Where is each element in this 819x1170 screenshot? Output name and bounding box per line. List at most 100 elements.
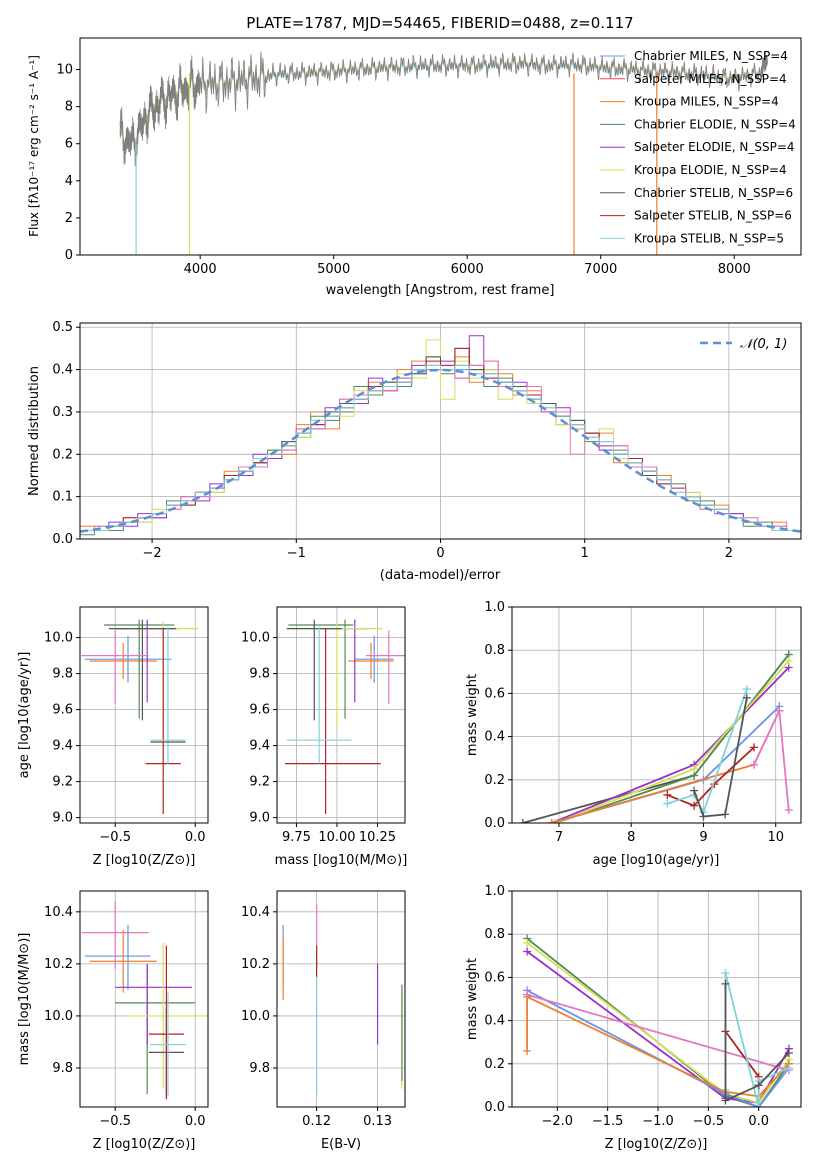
- spectrum-x-label: wavelength [Angstrom, rest frame]: [326, 283, 555, 298]
- x-tick-label: 6000: [451, 262, 484, 277]
- age-z-x-label: Z [log10(Z/Z⊙)]: [93, 853, 196, 868]
- mass-z-x-label: Z [log10(Z/Z⊙)]: [93, 1137, 196, 1152]
- y-tick-label: 0.8: [484, 643, 505, 658]
- grid-lines: [277, 891, 405, 1107]
- weight-point-marker: [663, 790, 672, 799]
- weight-point-marker: [690, 801, 699, 810]
- histogram-y-label: Normed distribution: [27, 366, 42, 496]
- x-tick-label: 9.75: [282, 830, 311, 845]
- plot-layer: [80, 323, 801, 539]
- legend-label: 𝒩(0, 1): [740, 337, 787, 352]
- weight-point-marker: [754, 1103, 763, 1107]
- weight-point-marker: [750, 743, 759, 752]
- y-tick-label: 0.6: [484, 970, 505, 985]
- y-tick-label: 10.0: [44, 1009, 73, 1024]
- weight-vs-age-panel: age [log10(age/yr)] mass weight 7 8 9 10 0.0…: [465, 600, 802, 868]
- tick-group: 0.12 0.13 9.8 10.0 10.2 10.4: [241, 905, 392, 1129]
- x-tick-label: 0.0: [185, 830, 206, 845]
- weight-point-marker: [690, 765, 699, 773]
- age-vs-metallicity-panel: Z [log10(Z/Z⊙)] age [log10(age/yr)] −0.5…: [17, 606, 209, 868]
- grid-lines: [512, 891, 801, 1107]
- plot-layer: [80, 607, 208, 823]
- y-tick-label: 0.4: [484, 1014, 505, 1029]
- weight-z-axes-frame: [511, 890, 802, 1108]
- age-vs-mass-panel: mass [log10(M/M⊙)] 9.75 10.00 10.259.09.29…: [241, 606, 407, 868]
- y-tick-label: 9.2: [52, 775, 73, 790]
- y-tick-label: 0.1: [52, 490, 73, 505]
- legend-label: Chabrier ELODIE, N_SSP=4: [634, 117, 796, 131]
- weight-age-x-label: age [log10(age/yr)]: [593, 853, 720, 868]
- y-tick-label: 0.0: [484, 816, 505, 831]
- x-tick-label: −1.5: [592, 1114, 624, 1129]
- mass-ebv-axes-frame: [276, 890, 406, 1108]
- y-tick-label: 4: [65, 174, 73, 189]
- grid-lines: [277, 607, 405, 823]
- y-tick-label: 10.0: [44, 631, 73, 646]
- x-tick-label: 1: [581, 546, 589, 561]
- y-tick-label: 0.3: [52, 405, 73, 420]
- y-tick-label: 1.0: [484, 884, 505, 899]
- plot-layer: [277, 891, 405, 1107]
- histogram-legend: 𝒩(0, 1): [700, 337, 787, 352]
- x-tick-label: 0: [436, 546, 444, 561]
- weight-point-marker: [523, 990, 532, 999]
- y-tick-label: 0.8: [484, 927, 505, 942]
- weight-point-marker: [663, 799, 672, 808]
- x-tick-label: 0.13: [363, 1114, 392, 1129]
- x-tick-label: 4000: [184, 262, 217, 277]
- weight-point-marker: [721, 810, 730, 819]
- spectrum-title: PLATE=1787, MJD=54465, FIBERID=0488, z=0…: [246, 14, 633, 32]
- weight-series-line: [724, 983, 790, 1102]
- histogram-x-label: (data-model)/error: [380, 568, 501, 583]
- x-tick-label: 0.0: [185, 1114, 206, 1129]
- y-tick-label: 9.6: [249, 703, 270, 718]
- y-tick-label: 10.0: [241, 1009, 270, 1024]
- spectrum-legend: Chabrier MILES, N_SSP=4 Salpeter MILES, N…: [600, 49, 796, 245]
- plot-layer: [277, 607, 405, 823]
- y-tick-label: 8: [65, 100, 73, 115]
- tick-group: −2 −1 0 1 2 0.0 0.1 0.2 0.3 0.4 0.5: [52, 320, 733, 561]
- y-tick-label: 10.4: [241, 905, 270, 920]
- x-tick-label: 0.12: [302, 1114, 331, 1129]
- y-tick-label: 10: [56, 63, 73, 78]
- weight-point-marker: [754, 1081, 763, 1090]
- spectrum-y-label: Flux [fλ10⁻¹⁷ erg cm⁻² s⁻¹ A⁻¹]: [27, 55, 41, 237]
- weight-point-marker: [721, 979, 730, 988]
- legend-label: Kroupa ELODIE, N_SSP=4: [634, 163, 787, 177]
- weight-point-marker: [551, 819, 560, 823]
- legend-label: Salpeter STELIB, N_SSP=6: [634, 209, 792, 223]
- x-tick-label: 2: [725, 546, 733, 561]
- y-tick-label: 9.2: [249, 775, 270, 790]
- spectrum-panel: PLATE=1787, MJD=54465, FIBERID=0488, z=0…: [27, 14, 802, 298]
- legend-label: Kroupa STELIB, N_SSP=5: [634, 231, 784, 245]
- tick-group: 9.75 10.00 10.25 9.0 9.2 9.4 9.6 9.8 10.0: [241, 631, 396, 845]
- weight-age-y-label: mass weight: [465, 674, 480, 756]
- weight-point-marker: [523, 938, 532, 947]
- weight-age-axes-frame: [511, 606, 802, 824]
- legend-label: Chabrier STELIB, N_SSP=6: [634, 186, 793, 200]
- weight-point-marker: [721, 969, 730, 978]
- x-tick-label: 5000: [317, 262, 350, 277]
- weight-point-marker: [784, 806, 793, 815]
- weight-z-x-label: Z [log10(Z/Z⊙)]: [605, 1137, 708, 1152]
- tick-group: 7 8 9 10 0.0 0.2 0.4 0.6 0.8 1.0: [484, 600, 784, 845]
- weight-point-marker: [750, 760, 759, 769]
- y-tick-label: 10.2: [241, 957, 270, 972]
- grid-lines: [80, 891, 208, 1107]
- y-tick-label: 0.0: [484, 1100, 505, 1115]
- histogram-step-line: [80, 364, 801, 539]
- x-tick-label: −1: [287, 546, 306, 561]
- x-tick-label: 9: [699, 830, 707, 845]
- tick-group: −0.5 0.0 9.0 9.2 9.4 9.6 9.8 10.0: [44, 631, 205, 845]
- mass-ebv-x-label: E(B-V): [321, 1137, 361, 1152]
- x-tick-label: −0.5: [99, 1114, 131, 1129]
- plot-layer: [512, 891, 801, 1107]
- x-tick-label: −0.5: [693, 1114, 725, 1129]
- weight-point-marker: [699, 812, 708, 821]
- weight-series-line: [551, 666, 790, 823]
- y-tick-label: 0.2: [484, 773, 505, 788]
- mass-z-y-label: mass [log10(M/M⊙)]: [17, 933, 32, 1066]
- y-tick-label: 9.6: [52, 703, 73, 718]
- weight-z-y-label: mass weight: [465, 958, 480, 1040]
- x-tick-label: −0.5: [99, 830, 131, 845]
